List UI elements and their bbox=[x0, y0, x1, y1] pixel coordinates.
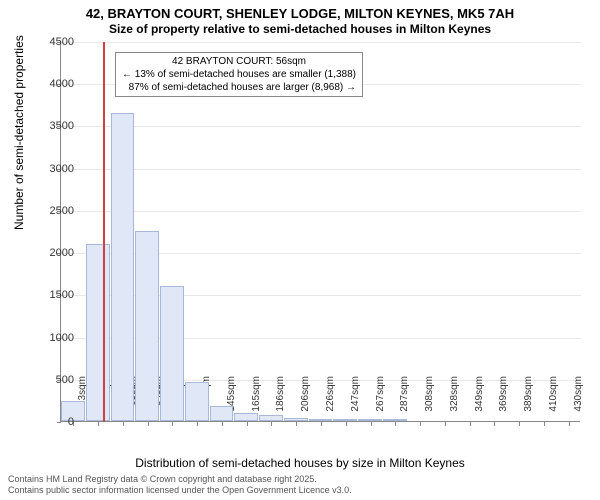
ytick-label: 3500 bbox=[34, 120, 74, 132]
histogram-bar bbox=[383, 419, 407, 421]
ytick-label: 2500 bbox=[34, 205, 74, 217]
xtick-mark bbox=[445, 422, 446, 426]
histogram-bar bbox=[160, 286, 184, 421]
xtick-mark bbox=[296, 422, 297, 426]
xtick-label: 389sqm bbox=[523, 376, 534, 426]
ytick-label: 4000 bbox=[34, 78, 74, 90]
xtick-mark bbox=[148, 422, 149, 426]
xtick-mark bbox=[494, 422, 495, 426]
xtick-mark bbox=[98, 422, 99, 426]
xtick-mark bbox=[172, 422, 173, 426]
xtick-mark bbox=[321, 422, 322, 426]
chart-container: 42, BRAYTON COURT, SHENLEY LODGE, MILTON… bbox=[0, 0, 600, 500]
footer-line2: Contains public sector information licen… bbox=[8, 485, 352, 496]
xtick-mark bbox=[222, 422, 223, 426]
xtick-mark bbox=[346, 422, 347, 426]
histogram-bar bbox=[185, 382, 209, 421]
xtick-label: 430sqm bbox=[573, 376, 584, 426]
xtick-mark bbox=[197, 422, 198, 426]
histogram-bar bbox=[333, 419, 357, 421]
xtick-mark bbox=[544, 422, 545, 426]
ytick-label: 0 bbox=[34, 416, 74, 428]
histogram-bar bbox=[358, 419, 382, 421]
xtick-mark bbox=[519, 422, 520, 426]
xtick-mark bbox=[247, 422, 248, 426]
x-axis-label: Distribution of semi-detached houses by … bbox=[0, 456, 600, 470]
xtick-mark bbox=[371, 422, 372, 426]
gridline bbox=[61, 126, 581, 127]
ytick-label: 500 bbox=[34, 374, 74, 386]
ytick-label: 1000 bbox=[34, 332, 74, 344]
xtick-mark bbox=[395, 422, 396, 426]
annotation-line3: 87% of semi-detached houses are larger (… bbox=[122, 81, 356, 94]
property-marker-line bbox=[103, 42, 105, 422]
histogram-bar bbox=[111, 113, 135, 421]
annotation-line1: 42 BRAYTON COURT: 56sqm bbox=[122, 55, 356, 68]
histogram-bar bbox=[309, 419, 333, 421]
xtick-label: 308sqm bbox=[424, 376, 435, 426]
title-line1: 42, BRAYTON COURT, SHENLEY LODGE, MILTON… bbox=[0, 6, 600, 21]
footer-line1: Contains HM Land Registry data © Crown c… bbox=[8, 474, 352, 485]
xtick-mark bbox=[271, 422, 272, 426]
footer-text: Contains HM Land Registry data © Crown c… bbox=[8, 474, 352, 496]
histogram-bar bbox=[259, 415, 283, 421]
xtick-label: 328sqm bbox=[449, 376, 460, 426]
ytick-label: 1500 bbox=[34, 289, 74, 301]
gridline bbox=[61, 169, 581, 170]
xtick-label: 410sqm bbox=[548, 376, 559, 426]
xtick-mark bbox=[123, 422, 124, 426]
histogram-bar bbox=[284, 418, 308, 421]
ytick-label: 2000 bbox=[34, 247, 74, 259]
plot-region: 23sqm43sqm63sqm84sqm104sqm125sqm145sqm16… bbox=[60, 42, 580, 422]
xtick-mark bbox=[420, 422, 421, 426]
xtick-mark bbox=[569, 422, 570, 426]
histogram-bar bbox=[210, 406, 234, 421]
gridline bbox=[61, 211, 581, 212]
y-axis-label: Number of semi-detached properties bbox=[12, 35, 26, 230]
histogram-bar bbox=[86, 244, 110, 421]
ytick-label: 3000 bbox=[34, 163, 74, 175]
xtick-mark bbox=[470, 422, 471, 426]
xtick-label: 349sqm bbox=[474, 376, 485, 426]
chart-area: 23sqm43sqm63sqm84sqm104sqm125sqm145sqm16… bbox=[60, 42, 580, 422]
histogram-bar bbox=[135, 231, 159, 421]
histogram-bar bbox=[234, 413, 258, 421]
ytick-label: 4500 bbox=[34, 36, 74, 48]
gridline bbox=[61, 42, 581, 43]
title-line2: Size of property relative to semi-detach… bbox=[0, 22, 600, 36]
annotation-line2: ← 13% of semi-detached houses are smalle… bbox=[122, 68, 356, 81]
xtick-label: 369sqm bbox=[498, 376, 509, 426]
annotation-box: 42 BRAYTON COURT: 56sqm← 13% of semi-det… bbox=[115, 52, 363, 97]
